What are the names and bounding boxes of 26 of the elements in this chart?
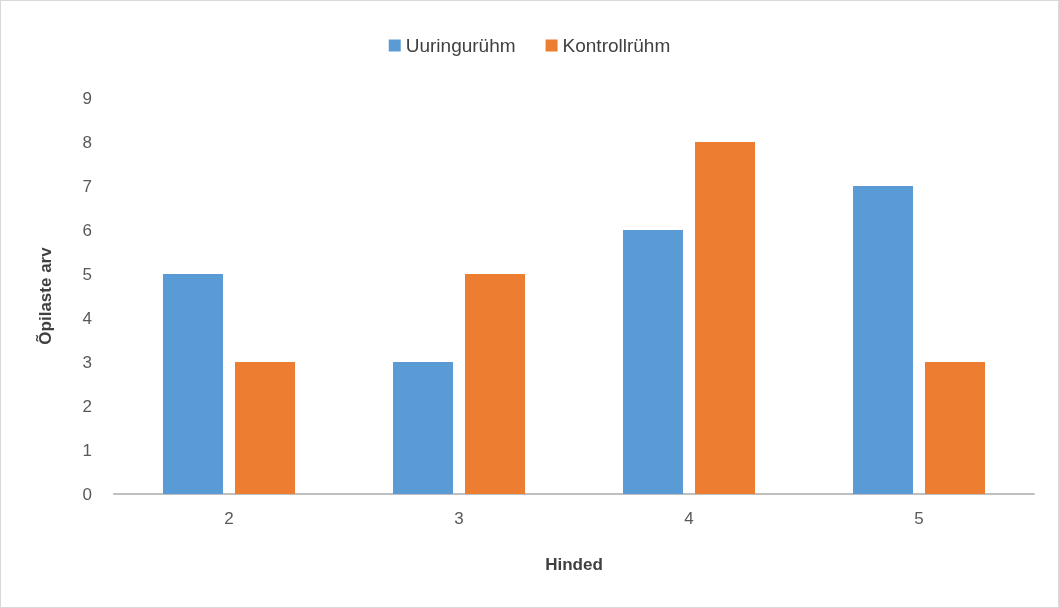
x-tick-label: 5 — [914, 509, 924, 528]
y-tick-label: 2 — [82, 396, 92, 416]
legend-label: Uuringurühm — [405, 35, 516, 56]
x-tick-label: 4 — [684, 509, 694, 528]
y-tick-label: 7 — [82, 176, 92, 196]
y-tick-label: 8 — [82, 132, 92, 152]
y-axis-title: Õpilaste arv — [35, 246, 55, 345]
bar — [465, 274, 525, 494]
y-tick-label: 0 — [82, 484, 92, 504]
y-tick-label: 3 — [82, 352, 92, 372]
x-axis-title: Hinded — [545, 555, 603, 574]
bar — [853, 186, 913, 494]
y-tick-label: 5 — [82, 264, 92, 284]
bar — [925, 362, 985, 494]
x-tick-label: 3 — [454, 509, 464, 528]
bar — [623, 230, 683, 494]
legend-label: Kontrollrühm — [562, 35, 671, 56]
bar — [235, 362, 295, 494]
y-tick-label: 9 — [82, 88, 92, 108]
bar — [163, 274, 223, 494]
y-tick-label: 4 — [82, 308, 92, 328]
y-tick-label: 1 — [82, 440, 92, 460]
bar — [393, 362, 453, 494]
bar — [695, 142, 755, 494]
x-tick-label: 2 — [224, 509, 234, 528]
y-tick-label: 6 — [82, 220, 92, 240]
